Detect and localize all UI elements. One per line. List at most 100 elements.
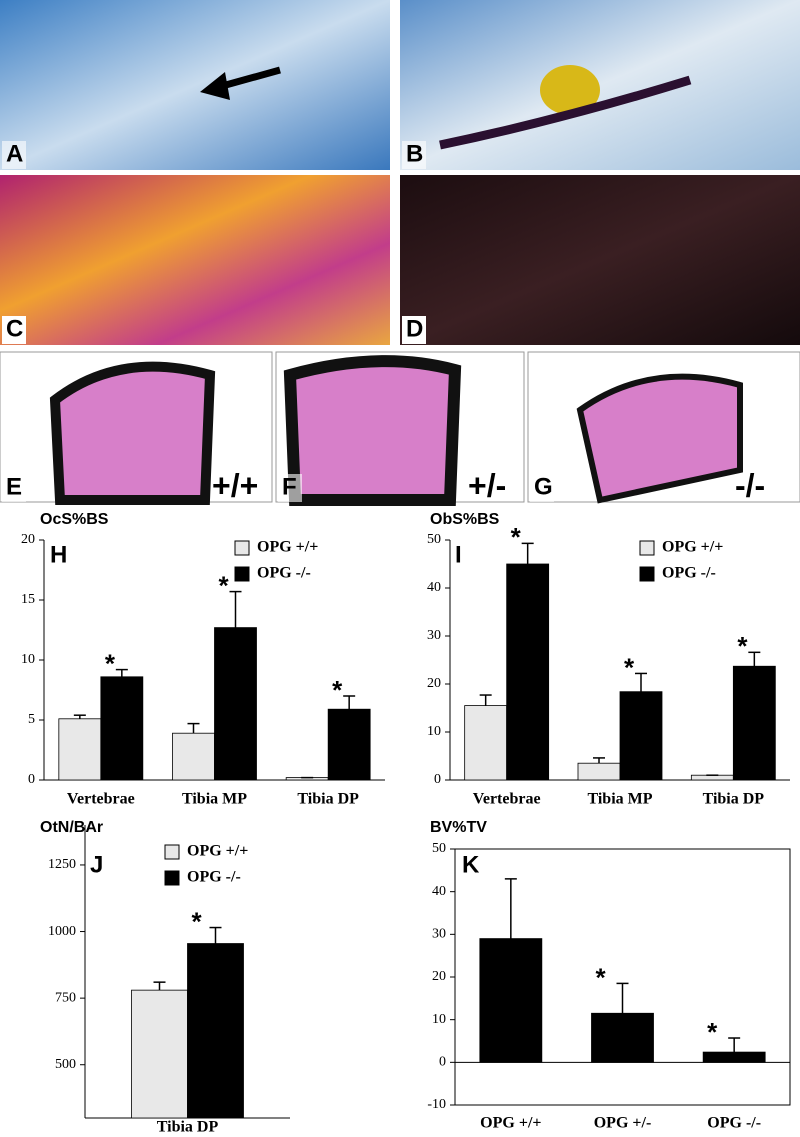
bar xyxy=(702,1051,766,1063)
bone xyxy=(49,361,216,505)
y-tick-label: 20 xyxy=(427,676,441,691)
y-tick-label: 10 xyxy=(427,724,441,739)
panel-label: G xyxy=(534,473,553,500)
panel-label-bg xyxy=(402,316,426,344)
y-tick-label: 1250 xyxy=(48,857,76,872)
x-tick-label: Tibia MP xyxy=(587,791,652,808)
y-tick-label: 1000 xyxy=(48,924,76,939)
y-tick-label: -10 xyxy=(427,1097,446,1112)
significance: * xyxy=(105,648,116,678)
x-tick-label: Vertebrae xyxy=(67,791,135,808)
legend-label: OPG -/- xyxy=(662,565,716,582)
bar xyxy=(214,627,257,781)
legend-swatch xyxy=(639,540,655,556)
y-tick-label: 0 xyxy=(28,772,35,787)
panel-label: D xyxy=(406,315,423,342)
chart-title: ObS%BS xyxy=(430,511,500,528)
arrow-head xyxy=(200,72,230,100)
micrograph-a xyxy=(0,0,390,170)
x-tick-label: OPG +/- xyxy=(594,1115,652,1132)
y-tick-label: 40 xyxy=(432,884,446,899)
bar xyxy=(58,718,102,781)
significance: * xyxy=(332,675,343,705)
x-tick-label: OPG +/+ xyxy=(480,1115,541,1132)
x-tick-label: Tibia DP xyxy=(297,791,359,808)
bar xyxy=(131,989,188,1119)
legend-label: OPG +/+ xyxy=(257,539,318,556)
panel-label-bg xyxy=(2,316,26,344)
x-tick-label: Tibia DP xyxy=(157,1119,219,1136)
bar xyxy=(172,732,215,781)
bar xyxy=(577,762,621,781)
bar xyxy=(619,691,663,781)
y-tick-label: 50 xyxy=(427,532,441,547)
x-tick-label: Vertebrae xyxy=(473,791,541,808)
genotype-label: -/- xyxy=(735,467,765,503)
micrograph-d xyxy=(400,175,800,345)
y-tick-label: 750 xyxy=(55,990,76,1005)
y-tick-label: 40 xyxy=(427,580,441,595)
y-tick-label: 0 xyxy=(439,1055,446,1070)
panel-label-bg xyxy=(278,474,302,502)
bar xyxy=(327,708,371,781)
significance: * xyxy=(192,906,203,936)
panel-label: K xyxy=(462,851,480,878)
y-tick-label: 30 xyxy=(432,927,446,942)
bar xyxy=(591,1012,654,1063)
panel-label: H xyxy=(50,541,67,568)
genotype-label: +/- xyxy=(468,467,506,503)
legend-label: OPG +/+ xyxy=(187,843,248,860)
panel-label: J xyxy=(90,851,103,878)
cell-lining xyxy=(439,75,692,150)
legend-swatch xyxy=(164,844,180,860)
panel-label: E xyxy=(6,473,22,500)
y-tick-label: 50 xyxy=(432,841,446,856)
legend-swatch xyxy=(234,540,250,556)
y-tick-label: 10 xyxy=(21,652,35,667)
legend-label: OPG -/- xyxy=(187,869,241,886)
bar xyxy=(464,705,508,781)
y-tick-label: 20 xyxy=(432,969,446,984)
significance: * xyxy=(511,522,522,552)
y-tick-label: 0 xyxy=(434,772,441,787)
bar xyxy=(100,676,144,781)
bar xyxy=(732,665,776,781)
legend-swatch xyxy=(234,566,250,582)
legend-swatch xyxy=(164,870,180,886)
panel-label-bg xyxy=(530,474,554,502)
cells xyxy=(540,65,600,115)
legend-label: OPG -/- xyxy=(257,565,311,582)
bar xyxy=(506,563,550,781)
x-tick-label: OPG -/- xyxy=(707,1115,761,1132)
legend-label: OPG +/+ xyxy=(662,539,723,556)
panel-label: A xyxy=(6,140,23,167)
significance: * xyxy=(596,962,607,992)
y-tick-label: 10 xyxy=(432,1012,446,1027)
y-tick-label: 30 xyxy=(427,628,441,643)
chart-title: OcS%BS xyxy=(40,511,109,528)
chart-title: BV%TV xyxy=(430,819,487,836)
bone xyxy=(576,373,743,504)
bar xyxy=(479,938,543,1063)
panel-label: I xyxy=(455,541,462,568)
panel-label: C xyxy=(6,315,23,342)
panel-label: F xyxy=(282,473,297,500)
x-tick-label: Tibia MP xyxy=(182,791,247,808)
genotype-label: +/+ xyxy=(212,467,258,503)
bone xyxy=(283,355,462,506)
panel-label-bg xyxy=(2,141,26,169)
panel-label-bg xyxy=(2,474,26,502)
x-tick-label: Tibia DP xyxy=(703,791,765,808)
micrographs xyxy=(0,0,800,506)
chart-title: OtN/BAr xyxy=(40,819,103,836)
y-tick-label: 15 xyxy=(21,592,35,607)
y-tick-label: 5 xyxy=(28,712,35,727)
panel-label-bg xyxy=(402,141,426,169)
significance: * xyxy=(624,652,635,682)
significance: * xyxy=(737,631,748,661)
significance: * xyxy=(219,570,230,600)
y-tick-label: 20 xyxy=(21,532,35,547)
micrograph-c xyxy=(0,175,390,345)
legend-swatch xyxy=(639,566,655,582)
